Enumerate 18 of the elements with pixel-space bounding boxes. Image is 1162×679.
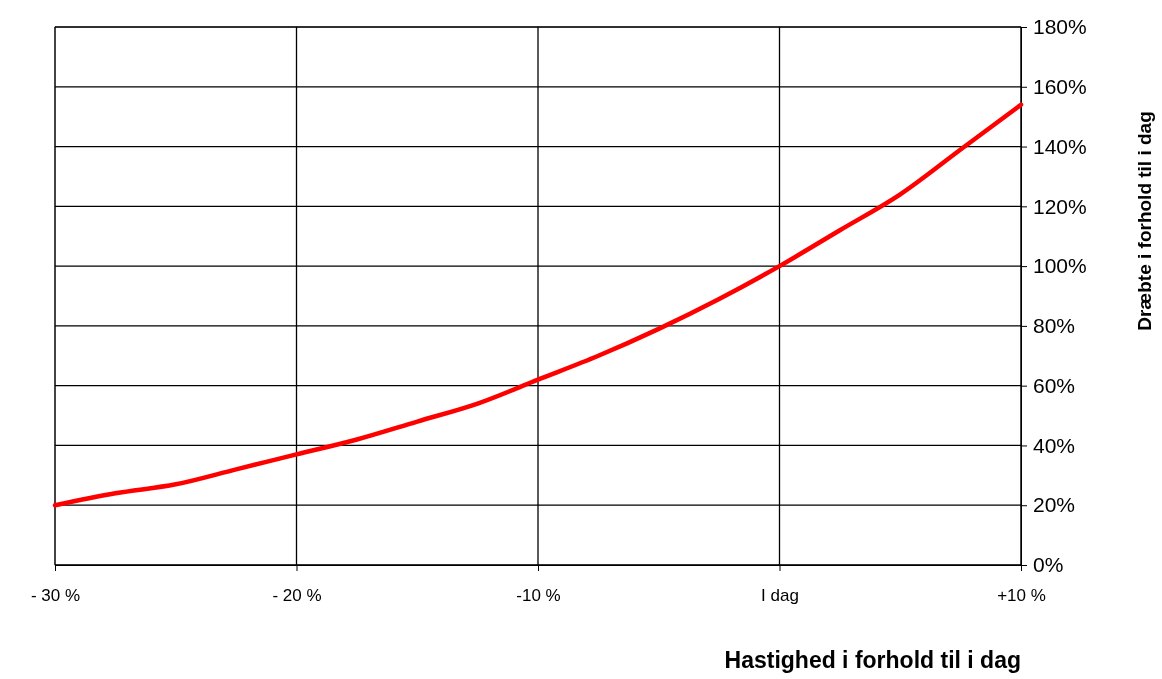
x-tick-label: +10 %	[997, 586, 1046, 606]
y-tick-label: 60%	[1033, 373, 1076, 397]
y-tick-label: 160%	[1033, 75, 1087, 98]
y-axis-title: Dræbte i forhold til i dag	[1134, 111, 1155, 331]
x-axis-title: Hastighed i forhold til i dag	[724, 647, 1021, 673]
line-series	[52, 102, 1024, 508]
y-tick-label: 180%	[1033, 15, 1087, 39]
y-tick-label: 20%	[1033, 493, 1076, 517]
y-tick-label: 120%	[1033, 194, 1087, 218]
y-tick-label: 40%	[1033, 433, 1076, 457]
y-tick-label: 0%	[1033, 553, 1064, 577]
x-tick-label: - 30 %	[30, 586, 81, 606]
x-tick-label: -10 %	[516, 586, 561, 606]
y-tick-label: 80%	[1033, 314, 1076, 338]
y-tick-label: 140%	[1033, 134, 1087, 158]
x-tick-label: I dag	[761, 586, 799, 606]
x-tick-label: - 20 %	[272, 586, 322, 606]
y-tick-label: 100%	[1033, 254, 1087, 278]
